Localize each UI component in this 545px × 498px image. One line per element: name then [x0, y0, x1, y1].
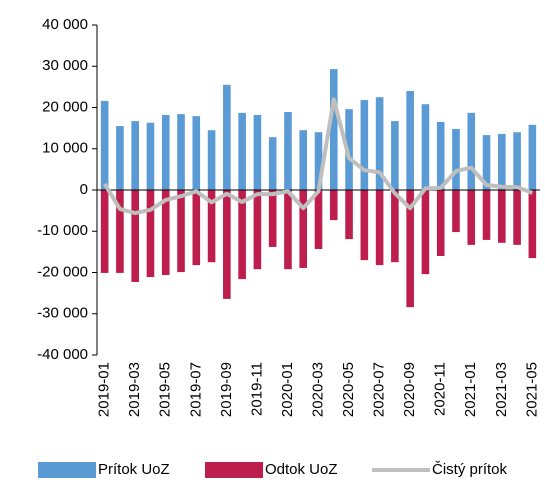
x-tick-label: 2019-11 [248, 362, 265, 416]
bar [207, 190, 216, 263]
bar [131, 121, 139, 190]
bar [177, 114, 185, 190]
x-tick-label: 2020-09 [401, 362, 418, 417]
bar [238, 190, 246, 280]
legend-swatch [205, 462, 263, 478]
bar [498, 190, 506, 243]
y-tick-label: -10 000 [37, 222, 88, 239]
bar [436, 121, 445, 190]
legend-label: Prítok UoZ [98, 461, 170, 478]
bar [116, 126, 124, 190]
bar [406, 91, 414, 190]
bar [436, 190, 445, 256]
bar [528, 124, 537, 190]
bar [482, 190, 491, 240]
y-tick-label: 10 000 [42, 140, 88, 157]
bar [131, 190, 139, 282]
x-tick-label: 2021-01 [462, 362, 479, 417]
bar [268, 190, 277, 247]
bar [391, 121, 399, 190]
bar [223, 84, 231, 190]
bar [299, 130, 308, 190]
bar [513, 190, 521, 245]
bar [253, 114, 262, 190]
bar [177, 190, 185, 273]
bar [100, 190, 109, 273]
bar [161, 114, 170, 190]
bar [421, 190, 430, 275]
bar [498, 133, 506, 190]
bar [238, 112, 246, 190]
x-tick-label: 2019-09 [218, 362, 235, 417]
bar [116, 190, 124, 273]
bar [467, 190, 476, 245]
y-tick-label: 20 000 [42, 98, 88, 115]
bar [268, 137, 277, 190]
bar [299, 190, 308, 268]
y-tick-label: 30 000 [42, 57, 88, 74]
x-tick-label: 2020-11 [432, 362, 449, 416]
legend-label: Odtok UoZ [265, 461, 338, 478]
bar [375, 190, 384, 266]
x-tick-label: 2020-01 [279, 362, 296, 417]
bar [314, 190, 323, 249]
line [102, 97, 534, 216]
bar [452, 190, 460, 233]
x-tick-label: 2019-07 [187, 362, 204, 417]
bar [207, 130, 216, 190]
bar [528, 190, 537, 259]
x-tick-label: 2020-07 [371, 362, 388, 417]
y-tick-label: -40 000 [37, 346, 88, 363]
bar [146, 122, 155, 190]
bar [192, 116, 201, 190]
x-tick-label: 2020-05 [340, 362, 357, 417]
bar [345, 190, 353, 240]
bar [253, 190, 262, 270]
y-tick-label: 0 [80, 181, 88, 198]
bar [452, 128, 460, 190]
bar [100, 100, 109, 190]
bar [406, 190, 414, 308]
bar [421, 104, 430, 190]
x-tick-label: 2019-03 [126, 362, 143, 417]
x-tick-label: 2019-05 [157, 362, 174, 417]
bar [467, 112, 476, 190]
y-tick-label: -20 000 [37, 263, 88, 280]
x-tick-label: 2020-03 [309, 362, 326, 417]
bar [314, 132, 323, 190]
bar [482, 135, 491, 190]
x-tick-label: 2021-03 [493, 362, 510, 417]
bar [192, 190, 201, 266]
bar [329, 190, 338, 221]
bar [329, 69, 338, 190]
y-tick-label: -30 000 [37, 305, 88, 322]
bar [513, 132, 521, 190]
bar [391, 190, 399, 263]
bar [161, 190, 170, 275]
legend-label: Čistý prítok [432, 461, 508, 478]
x-tick-label: 2019-01 [96, 362, 113, 417]
bar [284, 190, 292, 270]
bar [223, 190, 231, 299]
bar [360, 100, 369, 190]
bar [146, 190, 155, 278]
y-tick-label: 40 000 [42, 16, 88, 33]
bar [284, 112, 292, 190]
bar [360, 190, 369, 261]
x-tick-label: 2021-05 [523, 362, 540, 417]
bar [345, 109, 353, 190]
legend-swatch [38, 462, 96, 478]
bar [375, 97, 384, 190]
